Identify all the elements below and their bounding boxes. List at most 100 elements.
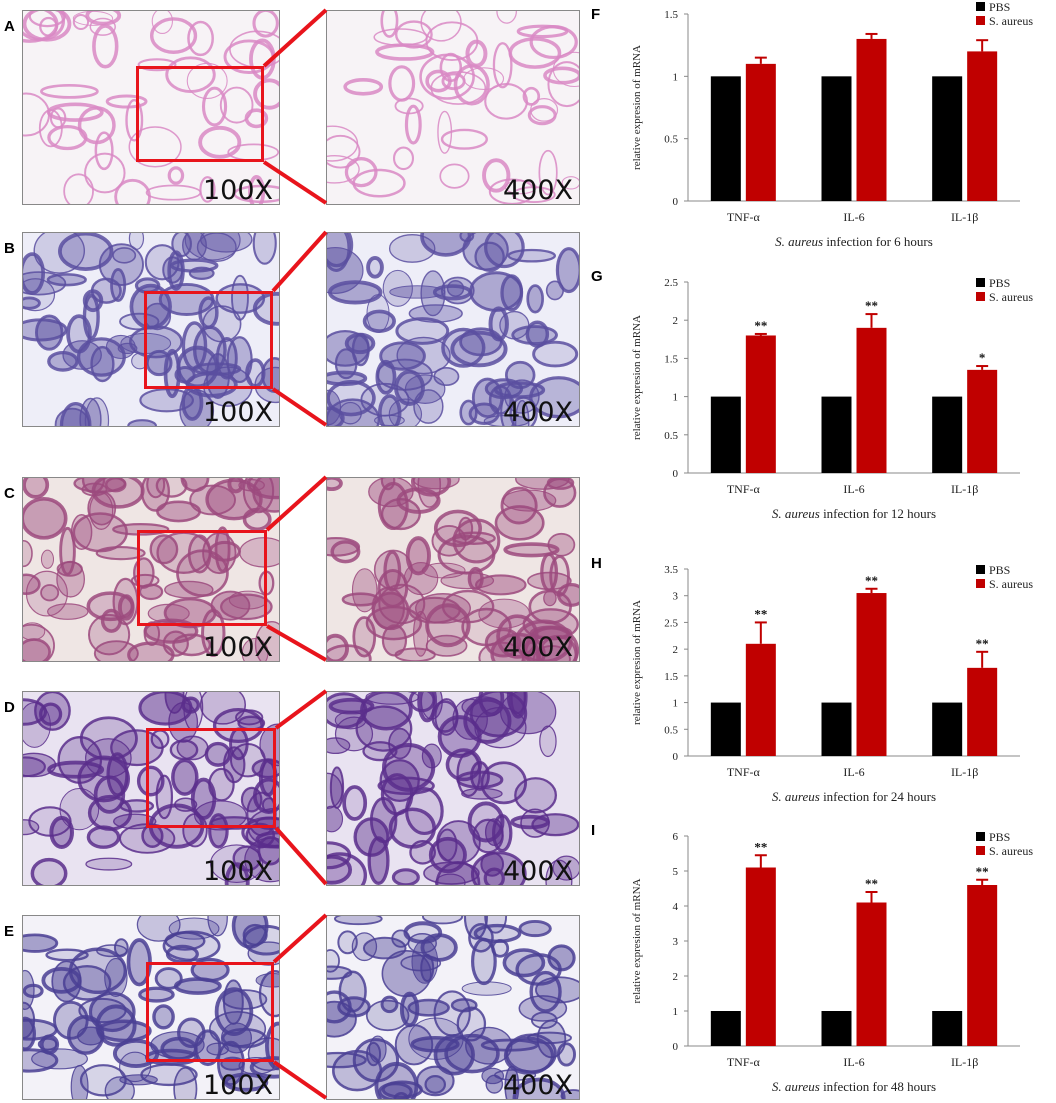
panel-letter-c: C [4,485,15,502]
magnification-label-right: 400X [502,856,573,886]
significance-marker: ** [754,606,767,621]
magnification-label-left: 100X [202,397,273,427]
legend-swatch [976,579,985,588]
zoom-connector-line [271,230,328,293]
significance-marker: ** [865,573,878,588]
significance-marker: ** [754,318,767,333]
y-tick-label: 3.5 [664,564,678,576]
x-axis-label: S. aureus infection for 48 hours [772,1079,936,1094]
chart-f: 0 0.5 1 1.5 relative expresion of mRNA TNF-α I… [631,0,1033,249]
legend-label: PBS [989,0,1010,14]
panel-letter-h: H [591,555,602,572]
chart-i: 0 1 2 3 4 5 6 relative expresion of mRNA ** TNF-α… [631,830,1033,1094]
zoom-connector-line [266,624,327,662]
bar-s-aureus [967,51,998,202]
y-tick-label: 2 [673,644,679,656]
y-tick-label: 2 [673,971,679,983]
bar-s-aureus [745,63,776,201]
panel-letter-g: G [591,268,603,285]
significance-marker: ** [976,864,989,879]
y-axis-label: relative expresion of mRNA [631,878,643,1003]
bar-pbs [932,396,963,473]
x-tick-label: TNF-α [727,765,761,779]
zoom-region-box [136,66,264,162]
y-tick-label: 1 [673,71,679,83]
legend-swatch [976,292,985,301]
y-tick-label: 5 [673,866,679,878]
y-tick-label: 2 [673,315,679,327]
significance-marker: ** [754,839,767,854]
y-tick-label: 1.5 [664,9,678,21]
magnification-label-left: 100X [202,175,273,205]
panel-letter-a: A [4,18,15,35]
micrograph-e-left: 100X [22,915,280,1100]
legend-label: PBS [989,563,1010,577]
bar-pbs [932,702,963,756]
x-axis-label: S. aureus infection for 24 hours [772,789,936,804]
bar-pbs [932,1011,963,1046]
x-tick-label: IL-6 [843,482,864,496]
zoom-connector-line [274,689,328,730]
y-axis-label: relative expresion of mRNA [631,315,643,440]
legend-swatch [976,278,985,287]
x-tick-label: TNF-α [727,210,761,224]
bar-s-aureus [856,38,887,201]
legend-swatch [976,832,985,841]
magnification-label-left: 100X [202,632,273,662]
legend-swatch [976,846,985,855]
zoom-region-box [137,530,267,626]
y-tick-label: 4 [673,901,679,913]
significance-marker: * [979,350,986,365]
bar-s-aureus [967,667,998,756]
legend-label: PBS [989,830,1010,844]
panel-letter-f: F [591,6,601,23]
x-tick-label: IL-1β [951,765,978,779]
x-tick-label: IL-1β [951,482,978,496]
legend-swatch [976,2,985,11]
bar-pbs [710,76,741,201]
y-tick-label: 0 [673,196,679,208]
micrograph-d-left: 100X [22,691,280,886]
bar-pbs [710,396,741,473]
bar-s-aureus [745,867,776,1046]
bar-s-aureus [856,593,887,756]
y-tick-label: 2.5 [664,617,678,629]
zoom-connector-line [274,826,328,886]
panel-letter-b: B [4,240,15,257]
micrograph-b-left: 100X [22,232,280,427]
bar-pbs [821,1011,852,1046]
x-tick-label: TNF-α [727,1055,761,1069]
y-tick-label: 0.5 [664,724,678,736]
bar-s-aureus [856,902,887,1046]
y-tick-label: 0 [673,751,679,763]
bar-pbs [710,702,741,756]
bar-pbs [821,396,852,473]
bar-s-aureus [856,327,887,473]
legend-swatch [976,16,985,25]
bar-s-aureus [745,643,776,756]
panel-letter-i: I [591,822,596,839]
zoom-region-box [144,291,273,389]
y-tick-label: 1.5 [664,671,678,683]
x-tick-label: IL-1β [951,1055,978,1069]
zoom-connector-line [262,8,328,68]
y-tick-label: 0 [673,1041,679,1053]
legend-label: PBS [989,276,1010,290]
y-tick-label: 1 [673,392,679,404]
legend-label: S. aureus [989,844,1033,858]
zoom-connector-line [262,160,328,205]
y-tick-label: 6 [673,831,679,843]
bar-s-aureus [967,885,998,1046]
y-tick-label: 1 [673,698,679,710]
magnification-label-right: 400X [502,397,573,427]
y-axis-label: relative expresion of mRNA [631,45,643,170]
significance-marker: ** [976,636,989,651]
micrograph-c-right: 400X [326,477,580,662]
y-tick-label: 1 [673,1006,679,1018]
chart-h: 0 0.5 1 1.5 2 2.5 3 3.5 relative expresion of mR… [631,563,1033,804]
magnification-label-right: 400X [502,175,573,205]
zoom-connector-line [272,913,328,964]
micrograph-e-right: 400X [326,915,580,1100]
bar-s-aureus [967,369,998,473]
